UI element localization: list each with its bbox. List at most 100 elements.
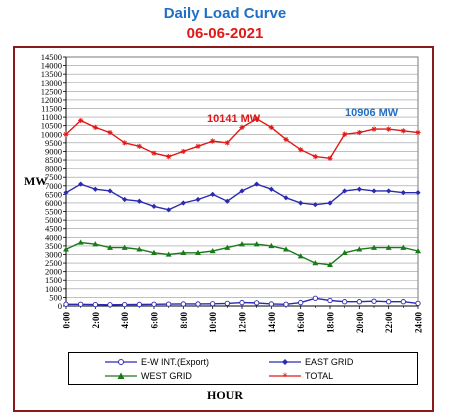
data-point-east-grid <box>180 200 186 206</box>
data-point-total <box>63 131 69 137</box>
plot-area <box>65 56 419 307</box>
data-point-east-grid <box>166 207 172 213</box>
legend-marker-total: * <box>269 372 301 383</box>
data-point-west-grid <box>312 260 319 266</box>
data-point-east-grid <box>342 188 348 194</box>
data-point-total <box>327 155 333 161</box>
y-tick-label: 8000 <box>45 164 62 174</box>
x-axis-label: HOUR <box>207 388 243 402</box>
data-point-total <box>107 129 113 136</box>
data-point-west-grid <box>297 253 304 259</box>
data-point-west-grid <box>268 242 275 249</box>
y-tick-label: 10000 <box>41 129 62 139</box>
x-tick-label: 14:00 <box>267 312 277 333</box>
x-tick-label: 10:00 <box>208 312 218 333</box>
series-e-w-int-export <box>63 295 421 308</box>
data-point-east-grid <box>107 188 113 194</box>
data-point-e-w-int-export <box>400 299 406 305</box>
data-point-west-grid <box>107 244 113 250</box>
data-point-e-w-int-export <box>107 302 113 308</box>
y-tick-label: 4000 <box>45 232 62 242</box>
y-tick-label: 10500 <box>41 121 62 131</box>
data-point-east-grid <box>254 181 260 187</box>
y-tick-label: 8500 <box>45 155 62 165</box>
data-point-e-w-int-export <box>136 301 142 308</box>
y-tick-label: 14000 <box>41 61 62 71</box>
x-tick-label: 0:00 <box>62 312 72 329</box>
y-tick-label: 9000 <box>45 146 62 156</box>
data-point-west-grid <box>239 241 245 247</box>
data-point-east-grid <box>63 190 69 196</box>
data-point-e-w-int-export <box>122 301 128 308</box>
data-point-total <box>298 147 304 153</box>
data-point-total <box>136 143 142 149</box>
data-point-total <box>210 138 216 144</box>
data-point-west-grid <box>371 244 377 250</box>
series-total <box>63 116 421 161</box>
chart-subtitle: 06-06-2021 <box>186 25 264 42</box>
data-point-east-grid <box>298 200 304 206</box>
x-tick-label: 12:00 <box>238 312 248 333</box>
data-point-east-grid <box>371 188 377 194</box>
data-point-west-grid <box>356 246 363 252</box>
data-point-e-w-int-export <box>342 299 348 305</box>
x-tick-label: 16:00 <box>296 312 306 333</box>
data-point-east-grid <box>327 200 333 206</box>
data-point-total <box>415 129 421 136</box>
data-point-total <box>151 150 157 156</box>
y-tick-label: 11500 <box>41 104 62 114</box>
data-point-total <box>386 126 392 132</box>
data-point-e-w-int-export <box>268 301 274 307</box>
legend-item-west-grid: WEST GRID <box>103 369 263 383</box>
x-tick-label: 2:00 <box>91 312 101 329</box>
y-tick-label: 2000 <box>45 267 62 277</box>
data-point-total <box>342 131 348 137</box>
legend-label-ew-int: E-W INT.(Export) <box>141 357 210 367</box>
legend-marker-ew-int <box>105 359 137 365</box>
data-point-e-w-int-export <box>356 299 362 305</box>
data-point-total <box>122 140 128 146</box>
y-tick-label: 1000 <box>45 284 62 294</box>
data-point-e-w-int-export <box>254 300 260 306</box>
data-point-total <box>78 117 84 124</box>
data-point-e-w-int-export <box>210 301 216 307</box>
data-point-total <box>224 140 230 146</box>
data-point-e-w-int-export <box>195 301 201 307</box>
data-point-e-w-int-export <box>180 301 186 307</box>
data-point-total <box>166 154 172 160</box>
data-point-east-grid <box>210 191 216 197</box>
x-tick-label: 20:00 <box>355 312 365 333</box>
svg-text:*: * <box>283 372 288 383</box>
data-point-east-grid <box>195 196 201 203</box>
data-point-total <box>268 124 274 131</box>
data-point-e-w-int-export <box>327 297 333 304</box>
legend-label-east-grid: EAST GRID <box>305 357 354 367</box>
data-point-east-grid <box>400 190 406 196</box>
series-east-grid <box>63 181 421 213</box>
data-point-east-grid <box>283 195 289 201</box>
data-point-e-w-int-export <box>92 301 98 308</box>
annotation-total-latest: 10906 MW <box>345 107 399 119</box>
y-tick-label: 14500 <box>41 52 62 62</box>
data-point-total <box>239 124 245 131</box>
data-point-west-grid <box>400 244 407 250</box>
x-tick-label: 4:00 <box>120 312 130 329</box>
data-point-e-w-int-export <box>78 301 84 307</box>
data-point-e-w-int-export <box>151 301 157 307</box>
y-tick-label: 1500 <box>45 275 62 285</box>
x-tick-label: 18:00 <box>326 312 336 333</box>
data-point-west-grid <box>136 246 143 252</box>
y-tick-label: 6000 <box>45 198 62 208</box>
legend-label-total: TOTAL <box>305 371 334 381</box>
data-point-total <box>312 154 318 160</box>
data-point-west-grid <box>253 241 260 247</box>
x-tick-label: 24:00 <box>414 312 424 333</box>
y-tick-label: 9500 <box>45 138 62 148</box>
legend-marker-east-grid <box>269 359 301 365</box>
data-point-e-w-int-export <box>283 301 289 307</box>
data-point-west-grid <box>415 248 421 254</box>
data-point-east-grid <box>268 186 274 192</box>
data-point-east-grid <box>312 202 318 208</box>
y-tick-label: 5500 <box>45 207 62 217</box>
data-point-west-grid <box>283 246 289 252</box>
